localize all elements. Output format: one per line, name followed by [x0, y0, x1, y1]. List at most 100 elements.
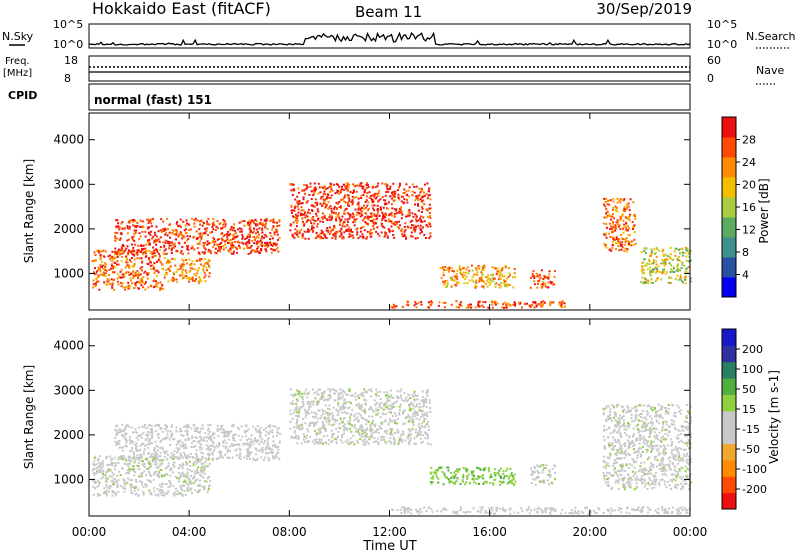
power-cell: [164, 228, 167, 231]
power-cell: [120, 276, 123, 279]
power-cell: [355, 190, 358, 193]
power-cell: [309, 182, 312, 185]
velocity-cell: [155, 461, 157, 464]
power-cell: [133, 254, 136, 257]
power-cell: [132, 270, 135, 273]
velocity-cell: [262, 428, 265, 431]
velocity-cell: [156, 488, 159, 490]
power-cell: [645, 264, 648, 267]
power-cell: [498, 270, 501, 273]
power-cell: [685, 248, 688, 251]
power-cell: [226, 238, 229, 240]
power-cell: [685, 255, 688, 258]
power-cell: [112, 267, 114, 270]
power-cell: [201, 251, 204, 254]
velocity-cell: [137, 494, 140, 497]
power-cell: [427, 194, 430, 197]
power-cell: [606, 210, 609, 213]
power-cell: [228, 239, 231, 242]
velocity-cell: [105, 494, 108, 497]
power-cell: [291, 234, 294, 237]
power-cell: [140, 257, 143, 260]
power-cell: [206, 240, 209, 243]
velocity-cell: [166, 426, 168, 429]
velocity-cell: [126, 471, 129, 474]
power-cell: [670, 268, 673, 271]
power-cell: [278, 224, 281, 227]
velocity-cell: [189, 487, 192, 490]
velocity-cell: [513, 477, 515, 480]
velocity-cell: [349, 442, 352, 445]
velocity-cell: [92, 472, 95, 475]
velocity-cell: [199, 442, 202, 445]
power-cell: [628, 215, 631, 218]
velocity-cell: [181, 456, 184, 459]
velocity-cell: [195, 437, 198, 439]
velocity-cell: [212, 441, 215, 443]
power-cell: [487, 277, 490, 280]
velocity-cell: [200, 447, 203, 450]
power-cell: [329, 204, 332, 207]
power-cell: [391, 214, 393, 217]
velocity-cell: [125, 445, 128, 448]
velocity-cell: [300, 406, 303, 409]
power-cell: [130, 261, 133, 263]
velocity-cell: [125, 472, 128, 475]
velocity-cell: [289, 413, 292, 416]
power-cell: [532, 270, 535, 273]
velocity-cell: [339, 388, 342, 391]
velocity-cell: [369, 436, 372, 439]
velocity-cell: [247, 449, 249, 452]
velocity-cell: [116, 424, 119, 427]
velocity-cell: [328, 412, 331, 415]
power-cell: [682, 281, 684, 284]
velocity-cell: [379, 435, 382, 438]
power-cell: [688, 251, 691, 254]
velocity-cell: [177, 467, 180, 470]
velocity-cell: [322, 427, 325, 429]
velocity-cell: [348, 406, 351, 409]
power-cell: [148, 232, 151, 235]
velocity-cell: [160, 427, 163, 430]
power-cell: [181, 234, 183, 237]
velocity-cell: [297, 393, 300, 396]
power-cell: [455, 275, 458, 278]
velocity-cell: [483, 469, 485, 472]
power-cell: [664, 253, 667, 256]
velocity-cell: [191, 492, 194, 495]
velocity-cell: [199, 439, 202, 442]
velocity-cell: [313, 442, 316, 445]
velocity-cell: [509, 481, 512, 484]
power-cell: [477, 301, 480, 304]
power-cell: [398, 186, 401, 189]
power-cell: [325, 203, 328, 206]
velocity-cell: [161, 446, 164, 449]
velocity-cell: [266, 441, 269, 444]
velocity-cell: [206, 465, 209, 468]
velocity-cell: [123, 462, 126, 465]
velocity-cell: [134, 444, 137, 447]
velocity-cell: [369, 388, 372, 391]
power-cell: [477, 265, 480, 267]
power-cell: [264, 223, 267, 226]
velocity-cell: [113, 491, 116, 494]
power-cell: [148, 238, 151, 241]
velocity-cell: [233, 439, 236, 442]
velocity-cell: [306, 428, 309, 431]
velocity-cell: [204, 432, 207, 435]
power-cell: [241, 236, 244, 238]
power-cell: [222, 226, 225, 229]
velocity-cell: [408, 408, 411, 411]
power-cell: [212, 228, 215, 231]
power-cell: [679, 277, 682, 280]
power-cell: [303, 211, 306, 214]
power-cell: [399, 206, 402, 209]
velocity-cell: [385, 406, 388, 409]
power-cell: [560, 304, 563, 307]
velocity-cell: [188, 481, 191, 484]
power-cell: [125, 271, 128, 274]
power-cell: [370, 235, 373, 238]
velocity-cell: [212, 432, 215, 435]
power-cell: [211, 226, 214, 228]
power-cell: [454, 283, 457, 286]
